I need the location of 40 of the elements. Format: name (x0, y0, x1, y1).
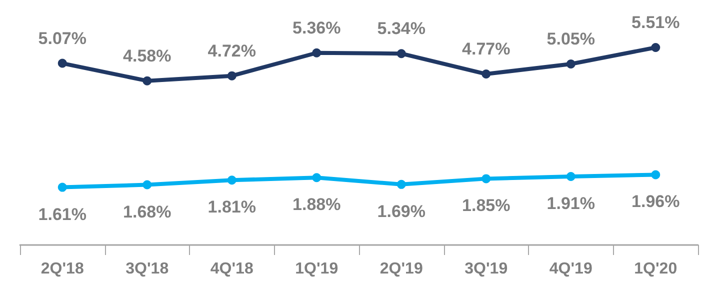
x-tick-label: 1Q'20 (634, 260, 678, 278)
data-label: 5.07% (38, 28, 86, 48)
x-tick-label: 4Q'19 (549, 260, 592, 278)
data-label: 1.91% (546, 194, 595, 214)
x-tick-label: 2Q'18 (40, 260, 84, 278)
data-label: 4.58% (123, 46, 172, 66)
data-label: 1.68% (123, 202, 172, 222)
data-label: 1.88% (292, 195, 341, 214)
point (566, 172, 576, 182)
point (142, 180, 152, 190)
x-tick-label: 1Q'19 (295, 260, 338, 278)
x-tick-label: 4Q'18 (210, 260, 254, 278)
data-label: 1.61% (38, 204, 86, 224)
data-label: 5.36% (292, 18, 341, 38)
point (482, 70, 491, 79)
data-label: 4.77% (462, 40, 510, 59)
point (312, 48, 322, 58)
point (227, 71, 236, 80)
point (312, 173, 322, 182)
point (58, 182, 67, 192)
x-tick-label: 3Q'19 (464, 260, 508, 278)
point (396, 49, 406, 58)
data-label: 5.51% (632, 13, 680, 32)
data-label: 4.72% (208, 41, 256, 60)
data-label: 1.96% (632, 192, 680, 212)
point (227, 176, 236, 185)
data-label: 1.85% (462, 196, 510, 216)
data-label: 5.34% (377, 19, 426, 38)
data-label: 5.05% (546, 29, 595, 48)
data-label: 1.69% (377, 202, 426, 221)
point (651, 43, 660, 52)
x-tick-label: 3Q'18 (126, 260, 169, 278)
x-tick-label: 2Q'19 (380, 260, 423, 278)
point (482, 174, 491, 184)
point (142, 76, 152, 86)
point (566, 59, 576, 68)
data-label: 1.81% (208, 198, 256, 217)
point (58, 58, 67, 68)
point (651, 170, 660, 180)
point (396, 180, 406, 189)
